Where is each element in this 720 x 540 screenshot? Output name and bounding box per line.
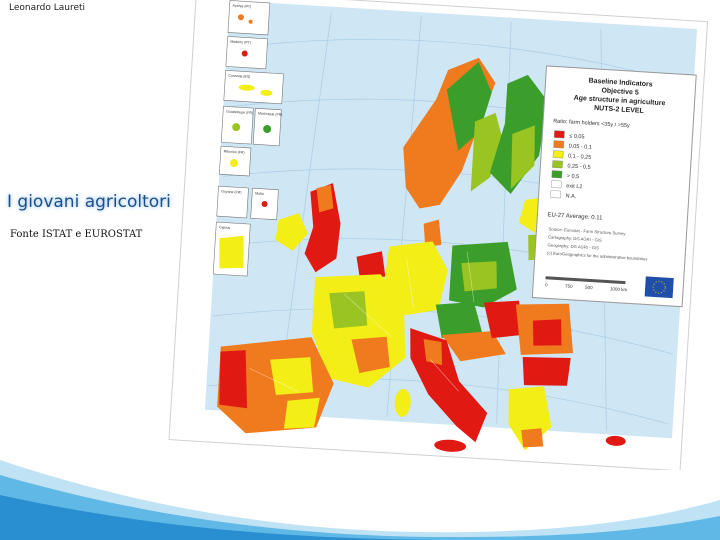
legend-notes: Source: Eurostat - Farm Structure Survey… [547,226,648,261]
legend-class-label: 0,25 - 0,5 [567,163,591,170]
legend-class-label: exit L2 [566,183,583,190]
legend-class-label: 0,05 - 0,1 [568,143,592,150]
inset-labels: Açores (PT) Madeira (PT) Canarias (ES) Guad… [219,4,283,230]
legend-average: EU-27 Average: 0.11 [547,212,603,221]
legend-swatch [553,140,565,149]
legend-class-label: N.A. [565,193,577,200]
legend-classes: ≤ 0,05 0,05 - 0,1 0,1 - 0,25 0,25 - 0,5 > 0,… [550,130,592,200]
legend-note: Geography: DG AGRI - GIS [547,242,599,250]
inset-label: Guadeloupe (FR) [226,109,253,115]
legend-title-line-1: Baseline Indicators [588,78,653,89]
eu-age-structure-map: Baseline Indicators Objective 5 Age stru… [168,0,709,470]
legend-swatch [552,160,563,169]
legend-note: Source: Eurostat - Farm Structure Survey [548,226,626,236]
legend-swatch [550,180,562,189]
inset-label: Madeira (PT) [230,40,251,45]
inset-label: Réunion (FR) [224,149,245,154]
legend-note: Cartography: DG AGRI - GIS [548,234,602,242]
scale-bar: 0 750 500 1000 km [545,276,628,292]
legend-class-label: > 0,5 [567,173,580,180]
scale-label-2: 500 [585,285,593,290]
scale-label-1: 750 [565,283,573,288]
author-label: Leonardo Laureti [9,3,86,13]
legend-class-label: 0,1 - 0,25 [568,153,592,160]
source-note: Fonte ISTAT e EUROSTAT [10,229,143,240]
slide-title: I giovani agricoltori [7,192,171,212]
inset-label: Cyprus [219,225,231,230]
legend-class-label: ≤ 0,05 [569,133,585,140]
inset-label: Martinique (FR) [258,111,283,116]
legend-swatch [551,170,563,179]
inset-label: Açores (PT) [232,4,251,9]
legend-title-line-2: Objective 5 [601,87,639,96]
decorative-wave [0,460,720,540]
legend-swatch [550,190,562,199]
scale-label-0: 0 [545,282,548,287]
legend-note: (c) EuroGeographics for the administrati… [547,250,648,261]
inset-label: Guyane (FR) [221,189,241,194]
eu-flag-icon [644,276,674,299]
legend-swatch [552,150,564,159]
inset-label: Canarias (ES) [228,74,250,79]
legend-title-line-4: NUTS-2 LEVEL [594,105,645,115]
legend-swatch [553,130,565,139]
legend-ratio-label: Ratio: farm holders <35y / >55y [553,118,630,129]
inset-label: Malta [255,191,264,196]
scale-label-3: 1000 km [610,286,628,292]
